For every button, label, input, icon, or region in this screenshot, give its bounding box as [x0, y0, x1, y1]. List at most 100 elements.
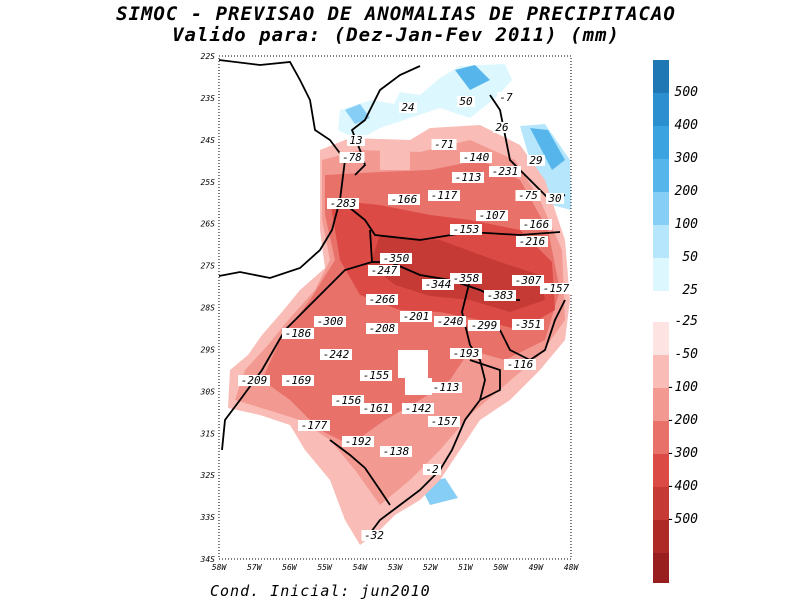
- legend-label: 100: [675, 217, 699, 232]
- lon-label: 57W: [247, 563, 263, 572]
- lon-label: 49W: [529, 563, 545, 572]
- value-label-bg: [320, 349, 352, 360]
- value-label-bg: [450, 224, 482, 235]
- legend-swatch: [653, 322, 669, 355]
- value-label-bg: [366, 323, 398, 334]
- value-label-bg: [520, 219, 552, 230]
- value-label: -231: [492, 165, 519, 178]
- value-label: -75: [518, 189, 538, 202]
- value-label-bg: [512, 275, 544, 286]
- value-label: -177: [301, 419, 328, 432]
- value-label-bg: [314, 316, 346, 327]
- value-label-bg: [497, 92, 515, 103]
- value-label: -142: [405, 402, 432, 415]
- value-label: -383: [487, 289, 514, 302]
- value-label: -32: [364, 529, 384, 542]
- positive-area-east: [520, 124, 571, 210]
- value-label-bg: [468, 320, 500, 331]
- value-label-bg: [428, 190, 460, 201]
- legend-label: -200: [667, 413, 698, 428]
- value-label-bg: [489, 166, 521, 177]
- lon-label: 55W: [317, 563, 333, 572]
- value-label-bg: [380, 253, 412, 264]
- value-label-bg: [457, 96, 475, 107]
- value-label: -7: [499, 91, 513, 104]
- lat-label: 27S: [201, 262, 216, 271]
- chart-title: SIMOC - PREVISAO DE ANOMALIAS DE PRECIPI…: [116, 3, 676, 25]
- value-label-bg: [327, 198, 359, 209]
- legend-swatch: [653, 258, 669, 291]
- value-label: 26: [495, 121, 509, 134]
- value-label: -138: [383, 445, 410, 458]
- value-label-bg: [347, 135, 365, 146]
- value-label-bg: [527, 155, 545, 166]
- lat-label: 25S: [201, 178, 216, 187]
- legend-label: 50: [682, 250, 698, 265]
- value-label: -156: [335, 394, 362, 407]
- value-label-bg: [504, 359, 536, 370]
- value-label: -307: [515, 274, 542, 287]
- value-label-bg: [423, 464, 441, 475]
- value-label: -350: [383, 252, 410, 265]
- value-label-bg: [368, 265, 400, 276]
- value-label-bg: [282, 328, 314, 339]
- value-label: -113: [433, 381, 460, 394]
- legend-swatch: [653, 520, 669, 553]
- value-label-bg: [450, 348, 482, 359]
- value-label-bg: [238, 375, 270, 386]
- value-label-bg: [360, 403, 392, 414]
- value-label: -201: [403, 310, 430, 323]
- legend-swatch: [653, 93, 669, 126]
- value-label: -283: [330, 197, 357, 210]
- value-label: -166: [391, 193, 418, 206]
- value-label-bg: [493, 122, 511, 133]
- positive-area-east-2: [530, 128, 565, 170]
- value-label: -242: [323, 348, 350, 361]
- lat-label: 34S: [200, 555, 216, 564]
- lon-label: 56W: [282, 563, 298, 572]
- value-label: -155: [363, 369, 390, 382]
- value-label-bg: [339, 152, 365, 163]
- legend-label: 200: [675, 184, 699, 199]
- value-label: -208: [369, 322, 396, 335]
- value-label-bg: [476, 210, 508, 221]
- legend-label: -300: [667, 446, 698, 461]
- value-label-bg: [428, 416, 460, 427]
- legend-swatch: [653, 225, 669, 258]
- legend-swatch: [653, 159, 669, 192]
- value-label: -140: [463, 151, 490, 164]
- positive-area-north-2: [455, 65, 490, 90]
- lat-label: 24S: [201, 136, 216, 145]
- lat-label: 31S: [200, 429, 216, 438]
- map-frame: [218, 55, 572, 560]
- legend-swatch: [653, 421, 669, 454]
- value-label-bg: [460, 152, 492, 163]
- anomaly-value-labels: 24 50 -7 13 26 -78 -71 -140-231 29 -113 -283 -166 -1…: [238, 91, 572, 542]
- legend-swatch: [653, 192, 669, 225]
- lon-label: 54W: [353, 563, 369, 572]
- legend-label: -50: [675, 347, 699, 362]
- value-label-bg: [360, 370, 392, 381]
- value-label-bg: [282, 375, 314, 386]
- value-label: 13: [349, 134, 362, 147]
- value-label: 30: [547, 192, 562, 205]
- value-label: -116: [507, 358, 534, 371]
- negative-area-hole-3: [380, 150, 410, 170]
- negative-area-hole-1: [398, 350, 428, 378]
- value-label: -107: [479, 209, 506, 222]
- legend-swatch: [653, 355, 669, 388]
- value-label: -216: [519, 235, 546, 248]
- initial-condition-label: Cond. Inicial: jun2010: [210, 582, 431, 600]
- lat-label: 22S: [201, 52, 216, 61]
- legend-label: -100: [667, 380, 698, 395]
- lat-label: 32S: [200, 471, 216, 480]
- value-label-bg: [512, 319, 544, 330]
- value-label: -117: [431, 189, 458, 202]
- value-label-bg: [361, 530, 387, 541]
- chart-subtitle: Valido para: (Dez-Jan-Fev 2011) (mm): [172, 24, 620, 46]
- value-label: -193: [453, 347, 480, 360]
- legend-label: -400: [667, 479, 698, 494]
- value-label-bg: [342, 436, 374, 447]
- value-label: -266: [369, 293, 396, 306]
- legend-swatch: [653, 553, 669, 583]
